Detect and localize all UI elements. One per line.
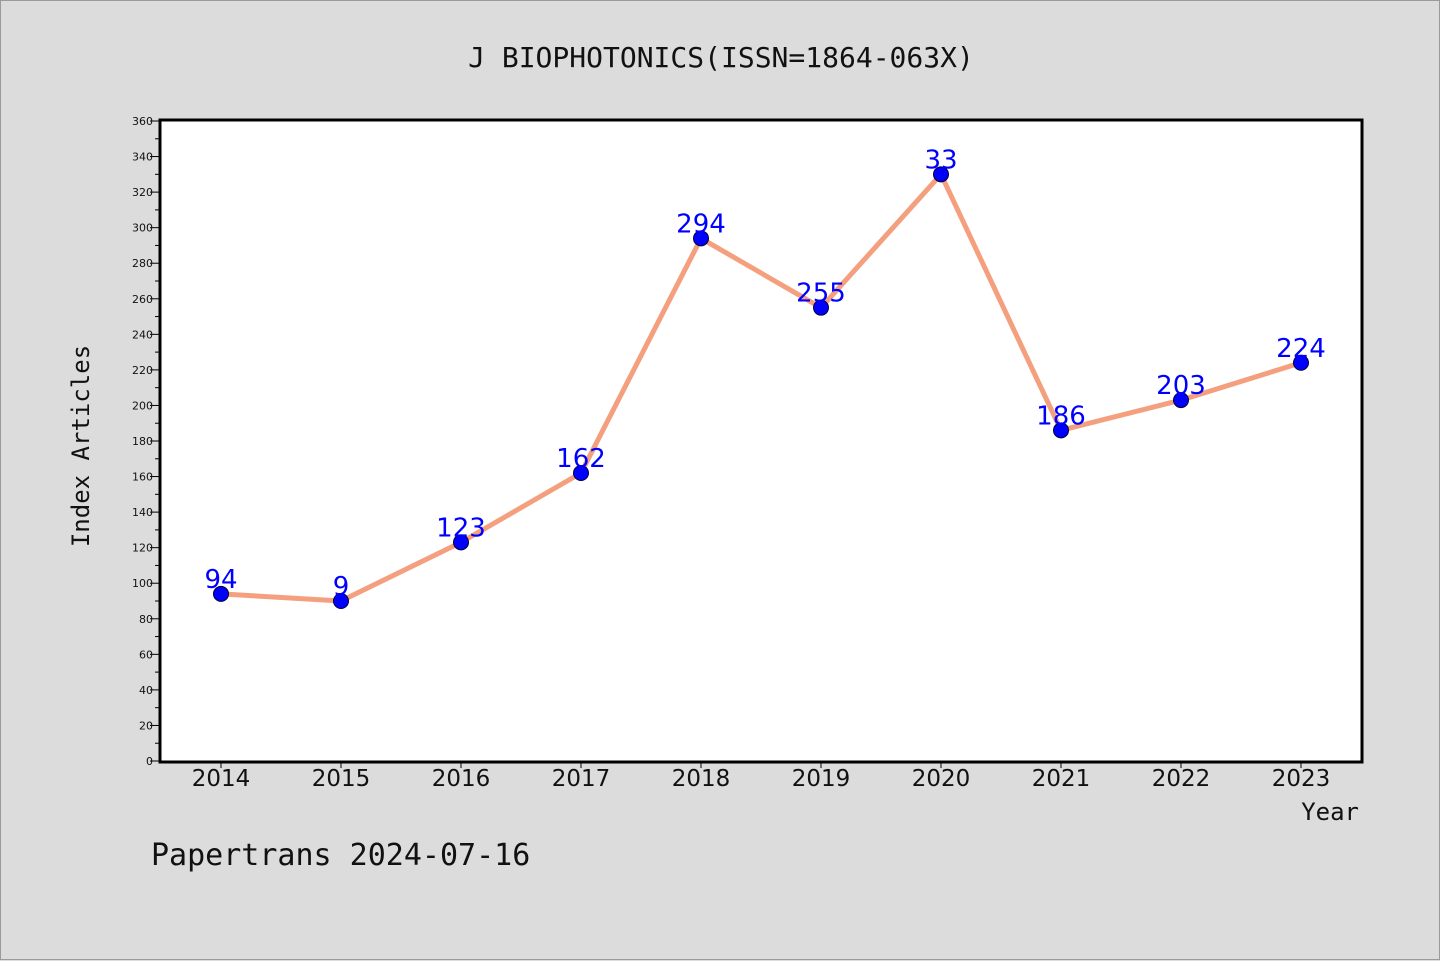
x-tick-label: 2021 [1032, 766, 1091, 792]
y-tick-label: 360 [132, 115, 153, 128]
data-label-group: 94 9 123 162 294 255 33 186 203 224 [204, 145, 1325, 602]
data-point-marker [1173, 392, 1189, 409]
x-tick-label: 2018 [672, 766, 731, 792]
x-tick-label: 2019 [792, 766, 851, 792]
y-tick-label: 280 [132, 257, 153, 270]
x-tick-label: 2017 [552, 766, 611, 792]
series-line-group [213, 166, 1309, 609]
y-tick-label: 100 [132, 577, 153, 590]
data-point-marker [933, 166, 949, 183]
x-axis-label: Year [1301, 798, 1359, 826]
chart-title: J BIOPHOTONICS(ISSN=1864-063X) [468, 41, 974, 74]
x-tick-label: 2014 [192, 766, 251, 792]
x-axis: 2014 2015 2016 2017 2018 2019 2020 2021 2022 2023 [192, 761, 1331, 792]
y-tick-label: 340 [132, 151, 153, 164]
plot-area [158, 118, 1364, 764]
x-tick-label: 2015 [312, 766, 371, 792]
data-label: 94 [204, 565, 237, 595]
data-point-marker [213, 585, 229, 602]
data-point-marker [573, 465, 589, 481]
data-point-marker [453, 534, 469, 551]
y-tick-label: 220 [132, 364, 153, 377]
data-point-marker [813, 299, 829, 316]
data-label: 203 [1156, 371, 1206, 401]
y-tick-label: 20 [139, 719, 153, 732]
y-tick-label: 240 [132, 328, 153, 341]
x-tick-label: 2020 [912, 766, 971, 792]
data-label: 186 [1036, 401, 1086, 431]
y-tick-label: 140 [132, 506, 153, 519]
y-axis: 0 20 40 60 80 100 120 140 160 180 200 220 240 260 280 3… [132, 115, 160, 768]
y-axis-label: Index Articles [67, 345, 95, 547]
y-tick-label: 60 [139, 648, 153, 661]
data-point-marker [333, 593, 349, 609]
x-tick-label: 2023 [1272, 766, 1331, 792]
data-label: 162 [556, 444, 606, 474]
data-label: 224 [1276, 334, 1326, 364]
footer-credit: Papertrans 2024-07-16 [151, 838, 530, 873]
y-tick-label: 260 [132, 293, 153, 306]
data-label: 255 [796, 279, 846, 309]
y-tick-label: 120 [132, 542, 153, 555]
y-tick-label: 180 [132, 435, 153, 448]
data-label: 9 [333, 572, 350, 602]
data-point-marker [1053, 422, 1069, 439]
x-tick-label: 2022 [1152, 766, 1211, 792]
y-tick-label: 80 [139, 613, 153, 626]
y-tick-label: 320 [132, 186, 153, 199]
y-tick-label: 160 [132, 471, 153, 484]
data-label: 123 [436, 513, 486, 543]
data-label: 294 [676, 209, 726, 239]
y-tick-label: 200 [132, 399, 153, 412]
y-tick-label: 40 [139, 684, 153, 697]
x-tick-label: 2016 [432, 766, 491, 792]
data-point-marker [1293, 354, 1309, 371]
data-point-marker [693, 230, 709, 247]
data-label: 33 [924, 145, 957, 175]
series-line [220, 171, 1302, 604]
y-tick-label: 300 [132, 222, 153, 235]
y-tick-label: 0 [146, 755, 153, 768]
